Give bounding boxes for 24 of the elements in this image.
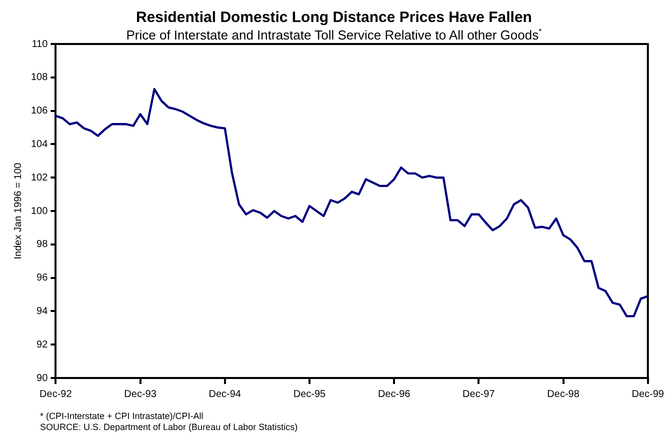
y-tick-label: 110 bbox=[32, 38, 48, 50]
x-tick-label: Dec-97 bbox=[462, 388, 496, 400]
y-tick-label: 96 bbox=[36, 272, 48, 284]
y-tick-label: 104 bbox=[30, 138, 48, 150]
x-tick-label: Dec-95 bbox=[293, 388, 326, 400]
y-axis-title: Index Jan 1996 = 100 bbox=[12, 162, 24, 260]
y-tick-label: 98 bbox=[36, 239, 48, 250]
y-tick-label: 100 bbox=[30, 206, 48, 217]
x-tick-label: Dec-99 bbox=[632, 388, 664, 400]
source-note: SOURCE: U.S. Department of Labor (Bureau of Labor Statistics) bbox=[40, 422, 298, 433]
y-tick-label: 108 bbox=[30, 72, 48, 84]
x-tick-label: Dec-96 bbox=[378, 388, 411, 400]
x-tick-label: Dec-92 bbox=[40, 388, 72, 400]
y-tick-label: 94 bbox=[36, 306, 48, 317]
x-tick-label: Dec-94 bbox=[208, 388, 242, 400]
y-tick-label: 102 bbox=[30, 172, 48, 184]
chart-subtitle: Price of Interstate and Intrastate Toll Service Relative to All other Goods$^{*}$ bbox=[126, 27, 542, 42]
y-tick-label: 92 bbox=[36, 339, 48, 350]
x-tick-label: Dec-93 bbox=[124, 388, 157, 400]
y-tick-label: 106 bbox=[30, 106, 48, 117]
chart-title: Residential Domestic Long Distance Prices Have Fallen bbox=[135, 9, 533, 26]
y-tick-label: 90 bbox=[36, 372, 48, 384]
text: * (CPI-Interstate + CPI Intrastate)/CPI-All bbox=[40, 411, 204, 422]
x-tick-label: Dec-98 bbox=[547, 388, 580, 400]
